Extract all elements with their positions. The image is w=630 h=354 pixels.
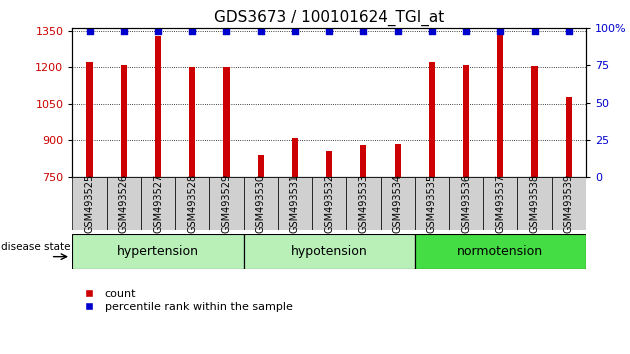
Text: GSM493539: GSM493539: [564, 174, 574, 233]
Text: GSM493536: GSM493536: [461, 174, 471, 233]
Text: GSM493528: GSM493528: [187, 174, 197, 233]
Text: GSM493525: GSM493525: [84, 174, 94, 233]
Text: GSM493527: GSM493527: [153, 174, 163, 233]
Bar: [449, 177, 483, 230]
Bar: [552, 177, 586, 230]
Point: [564, 28, 574, 34]
Bar: [463, 65, 469, 177]
Bar: [224, 67, 229, 177]
Point: [84, 28, 94, 34]
Bar: [258, 155, 264, 177]
Text: GSM493534: GSM493534: [392, 174, 403, 233]
Bar: [72, 177, 106, 230]
Point: [495, 28, 505, 34]
Bar: [394, 144, 401, 177]
Point: [324, 28, 334, 34]
Text: GSM493530: GSM493530: [256, 174, 266, 233]
Point: [358, 28, 369, 34]
Text: disease state: disease state: [1, 242, 71, 252]
Text: GSM493532: GSM493532: [324, 174, 334, 233]
Point: [461, 28, 471, 34]
Bar: [326, 152, 332, 177]
Bar: [312, 177, 347, 230]
Bar: [381, 177, 415, 230]
Point: [153, 28, 163, 34]
Bar: [244, 177, 278, 230]
Point: [392, 28, 403, 34]
Bar: [483, 177, 517, 230]
Text: hypotension: hypotension: [291, 245, 367, 258]
Point: [256, 28, 266, 34]
Point: [529, 28, 539, 34]
Bar: [155, 36, 161, 177]
Text: GSM493531: GSM493531: [290, 174, 300, 233]
Bar: [189, 67, 195, 177]
Text: normotension: normotension: [457, 245, 544, 258]
Bar: [72, 234, 244, 269]
Point: [187, 28, 197, 34]
Bar: [429, 62, 435, 177]
Bar: [175, 177, 209, 230]
Bar: [415, 234, 586, 269]
Bar: [86, 62, 93, 177]
Bar: [278, 177, 312, 230]
Bar: [141, 177, 175, 230]
Bar: [360, 145, 367, 177]
Text: GSM493533: GSM493533: [358, 174, 369, 233]
Bar: [346, 177, 381, 230]
Bar: [497, 31, 503, 177]
Bar: [244, 234, 415, 269]
Legend: count, percentile rank within the sample: count, percentile rank within the sample: [78, 289, 292, 312]
Bar: [566, 97, 572, 177]
Bar: [106, 177, 141, 230]
Bar: [532, 66, 537, 177]
Text: hypertension: hypertension: [117, 245, 199, 258]
Title: GDS3673 / 100101624_TGI_at: GDS3673 / 100101624_TGI_at: [214, 9, 444, 25]
Point: [118, 28, 129, 34]
Text: GSM493535: GSM493535: [427, 174, 437, 233]
Text: GSM493529: GSM493529: [222, 174, 231, 233]
Bar: [292, 138, 298, 177]
Point: [290, 28, 300, 34]
Text: GSM493538: GSM493538: [530, 174, 539, 233]
Bar: [517, 177, 552, 230]
Point: [221, 28, 231, 34]
Bar: [121, 65, 127, 177]
Text: GSM493526: GSM493526: [119, 174, 129, 233]
Text: GSM493537: GSM493537: [495, 174, 505, 233]
Point: [427, 28, 437, 34]
Bar: [415, 177, 449, 230]
Bar: [209, 177, 244, 230]
